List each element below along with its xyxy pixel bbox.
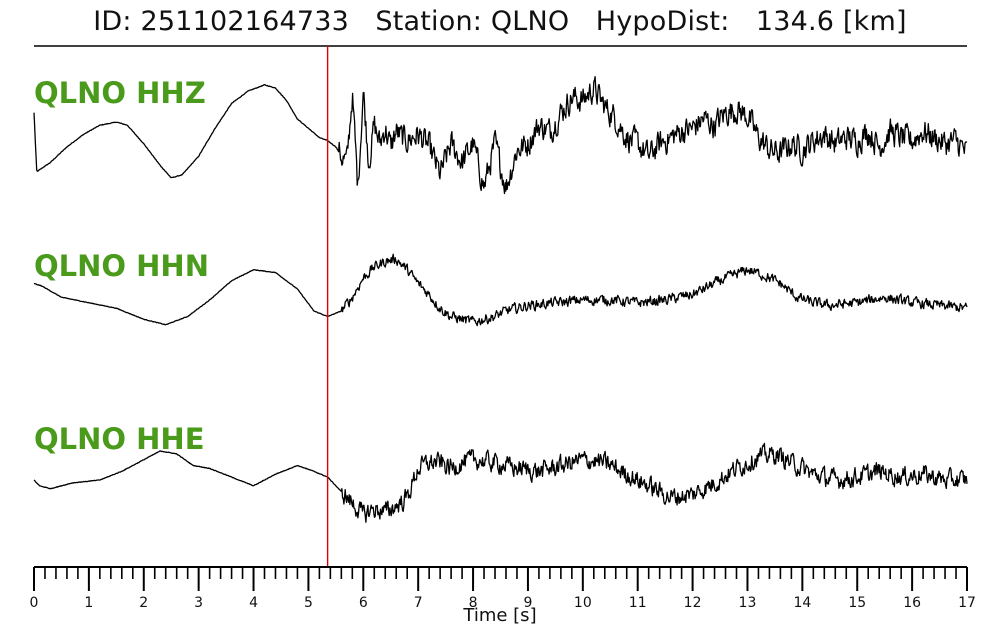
x-tick-label: 10 <box>574 595 592 611</box>
x-tick-label: 15 <box>848 595 866 611</box>
chart-title: ID: 251102164733 Station: QLNO HypoDist:… <box>93 6 907 37</box>
trace-qlno-hhe <box>33 442 968 523</box>
x-tick-label: 2 <box>139 595 148 611</box>
x-tick-label: 17 <box>958 595 976 611</box>
x-tick-label: 5 <box>304 595 313 611</box>
x-tick-label: 7 <box>414 595 423 611</box>
channel-label-hhz: QLNO HHZ <box>34 76 206 110</box>
x-tick-label: 16 <box>903 595 921 611</box>
x-tick-label: 11 <box>629 595 647 611</box>
x-axis-label: Time [s] <box>463 605 537 626</box>
trace-qlno-hhz <box>33 76 968 195</box>
x-tick-label: 13 <box>739 595 757 611</box>
trace-qlno-hhn <box>34 253 968 327</box>
x-tick-label: 1 <box>84 595 93 611</box>
x-tick-label: 3 <box>194 595 203 611</box>
x-tick-label: 8 <box>469 595 478 611</box>
x-tick-label: 6 <box>359 595 368 611</box>
channel-label-hhe: QLNO HHE <box>34 422 205 456</box>
x-tick-label: 14 <box>793 595 811 611</box>
channel-label-hhn: QLNO HHN <box>34 249 209 283</box>
x-tick-label: 0 <box>30 595 39 611</box>
trace-group <box>33 76 968 523</box>
x-tick-label: 9 <box>523 595 532 611</box>
time-axis: 0 1 2 3 4 5 6 7 8 9 10 11 12 13 14 15 16 17 <box>30 566 976 611</box>
x-tick-label: 12 <box>684 595 702 611</box>
x-tick-label: 4 <box>249 595 258 611</box>
